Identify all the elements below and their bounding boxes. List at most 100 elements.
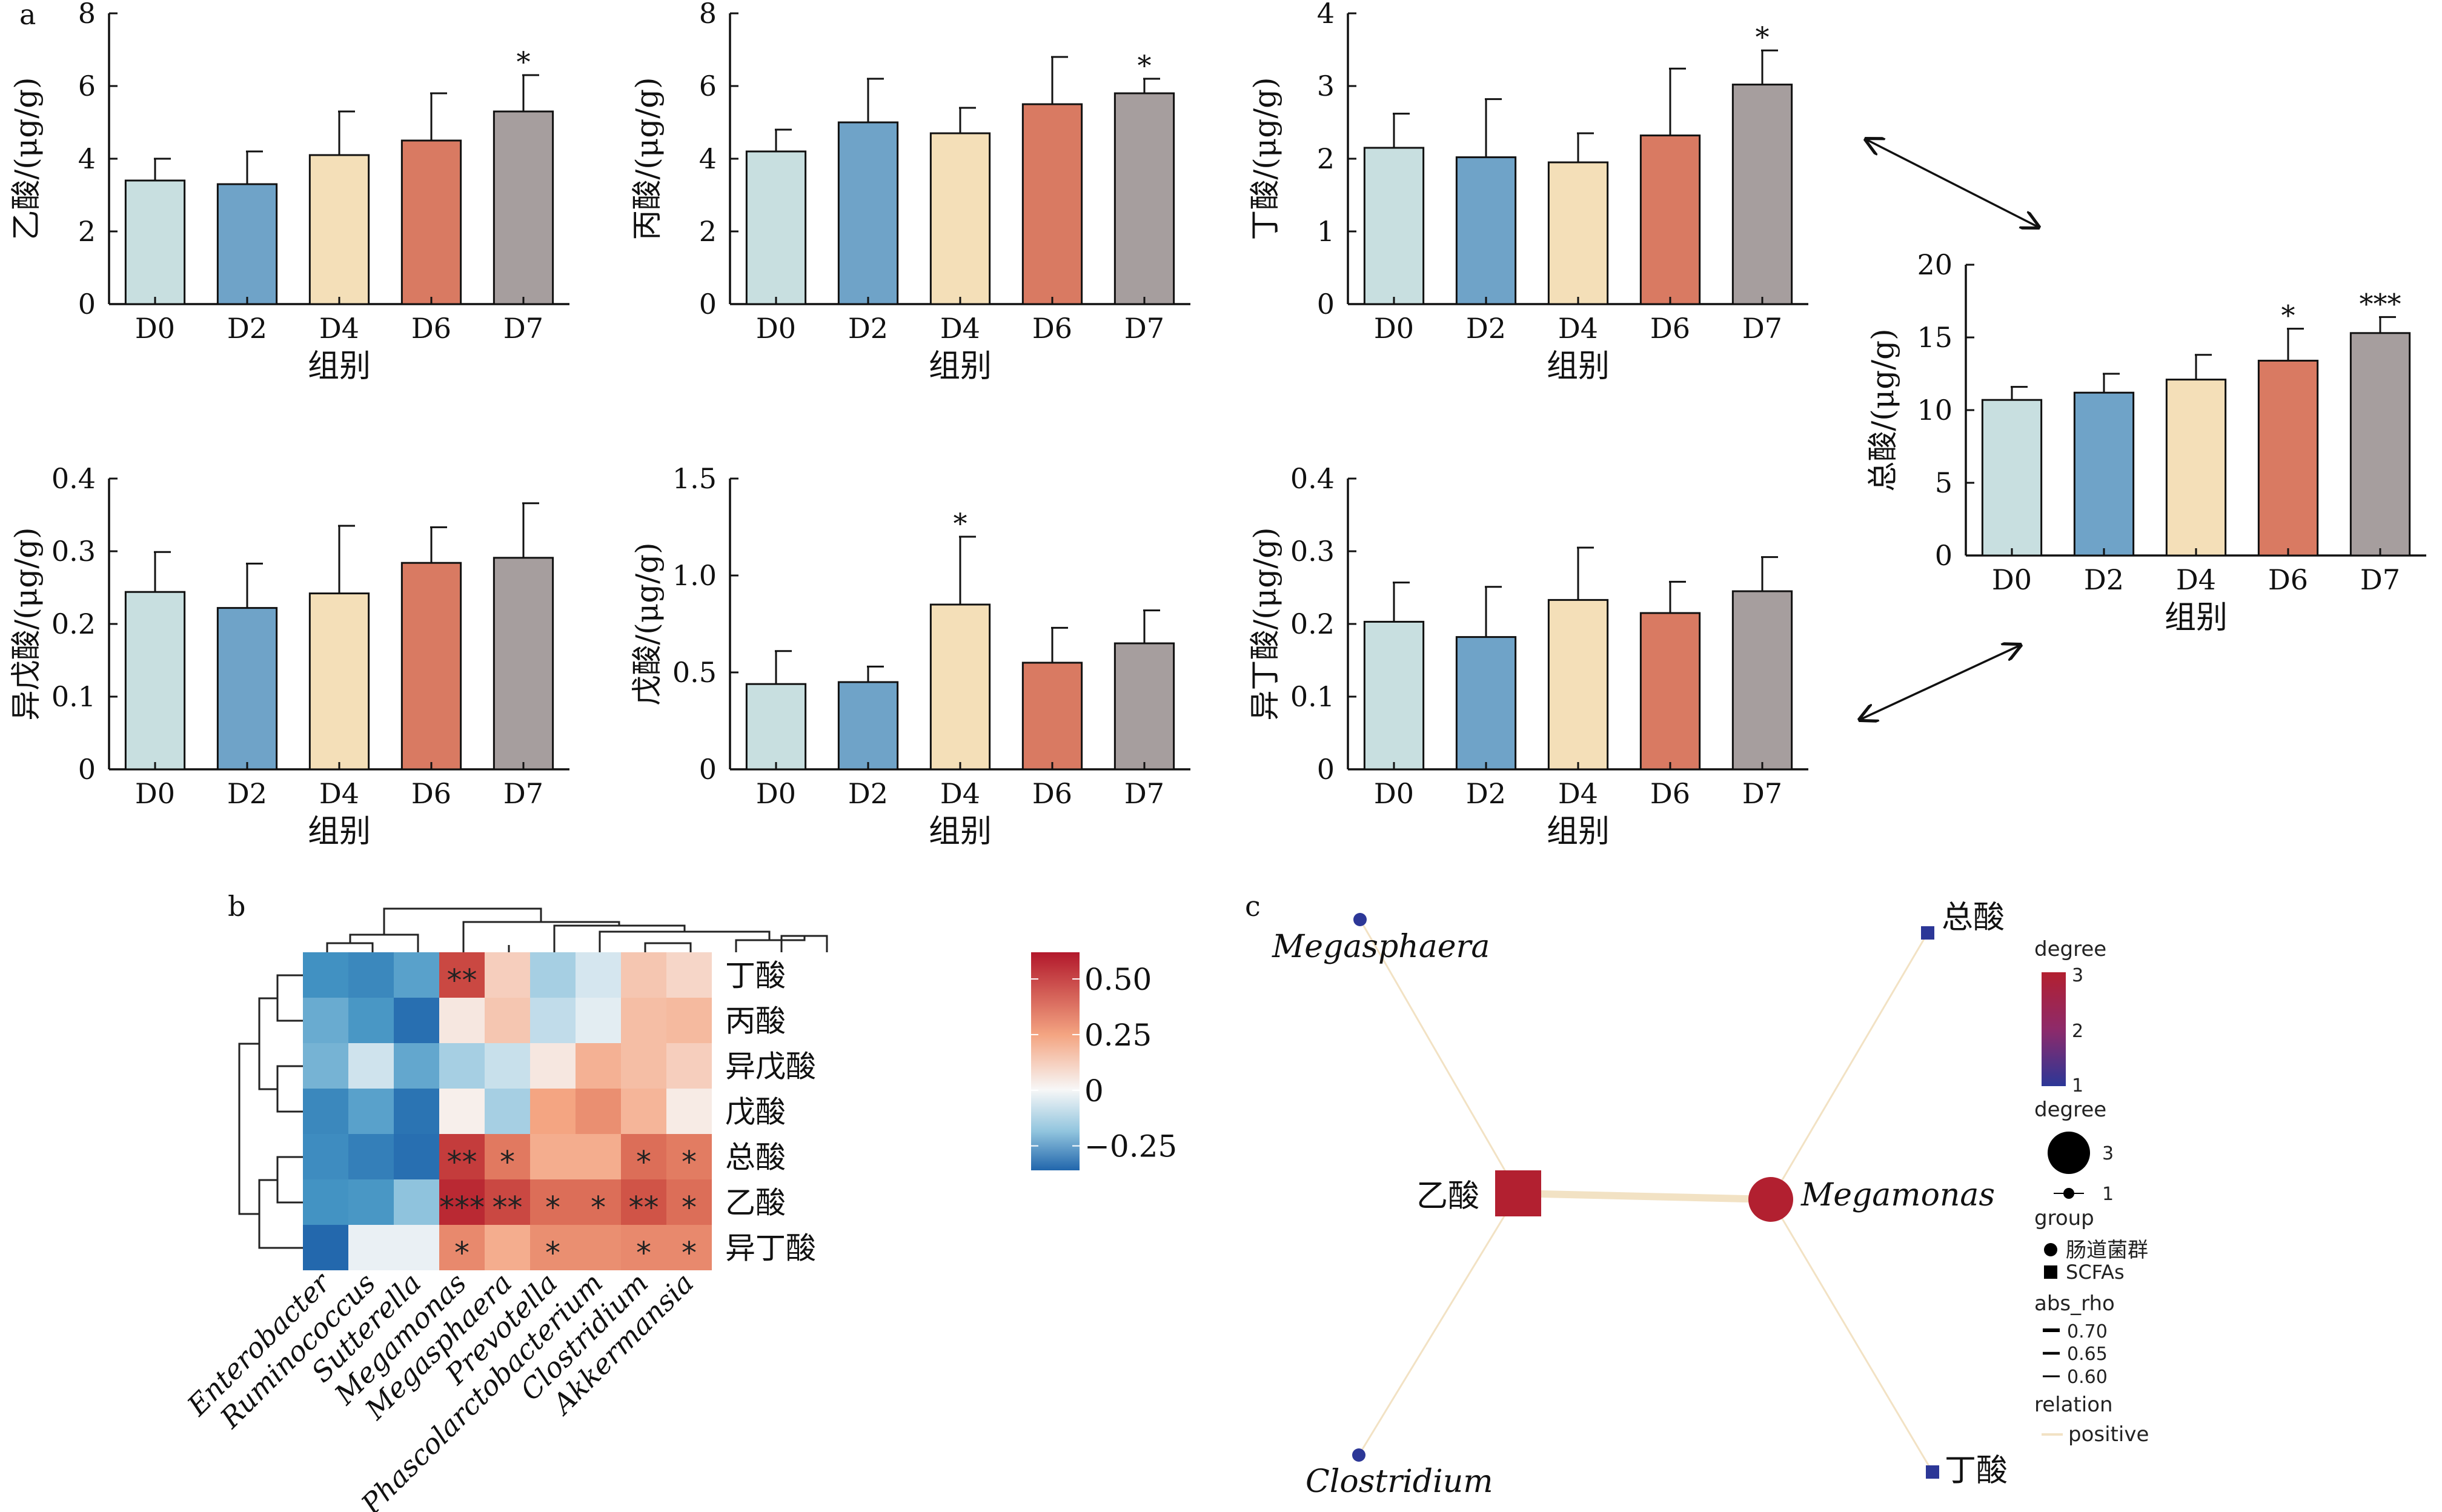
heatmap-cell [621, 1225, 666, 1270]
significance-star: ** [447, 1145, 477, 1180]
heatmap-cell [439, 952, 485, 998]
y-tick-label: 0 [1317, 753, 1335, 786]
x-tick-label: D6 [1032, 312, 1072, 345]
bar-D7 [493, 110, 554, 305]
rho-label-070: 0.70 [2067, 1321, 2108, 1342]
y-tick-label: 1.5 [672, 462, 717, 495]
group-marker-bacteria [2044, 1243, 2057, 1256]
heatmap-cell [485, 1179, 530, 1225]
legend-group-title: group [2034, 1206, 2094, 1230]
y-tick-label: 20 [1917, 248, 1953, 281]
heatmap-cell [576, 1225, 621, 1270]
propionic-acid-bar-chart: 0 2 4 6 8 D0 D2 D4 D6 D7 * 组别 丙酸/(μg/g) [629, 0, 1190, 385]
heatmap-cell [666, 1043, 712, 1089]
x-tick-label: D0 [1374, 777, 1414, 810]
heatmap-cell [666, 998, 712, 1043]
isovaleric-acid-bar-chart: 0 0.1 0.2 0.3 0.4 D0 D2 D4 D6 D7 组别 异戊酸/(μg/g) [8, 462, 569, 850]
bar-D0 [1363, 147, 1425, 305]
significance-star: * [636, 1236, 651, 1271]
heatmap-cell [621, 952, 666, 998]
y-tick-label: 0.4 [51, 462, 96, 495]
x-tick-label: D6 [411, 312, 451, 345]
bar-D2 [837, 121, 899, 305]
bar-D7 [1731, 590, 1793, 771]
y-tick-label: 2 [699, 215, 717, 248]
y-tick-label: 6 [78, 70, 96, 102]
heatmap-cell [530, 1089, 576, 1134]
degree-color-tick-1: 1 [2072, 1075, 2083, 1096]
heatmap-cell [530, 998, 576, 1043]
group-label-bacteria: 肠道菌群 [2066, 1238, 2148, 1262]
y-tick-label: 0 [699, 288, 717, 320]
bar-D7 [2349, 332, 2411, 557]
bar-D4 [308, 592, 370, 771]
x-axis-title: 组别 [1547, 814, 1610, 850]
y-tick-label: 4 [699, 142, 717, 175]
y-tick-label: 0.4 [1290, 462, 1335, 495]
heatmap-cell [348, 1179, 394, 1225]
heatmap-cell [576, 1089, 621, 1134]
x-tick-label: D7 [503, 777, 543, 810]
significance-mark: * [1756, 21, 1770, 53]
heatmap-cell [530, 1134, 576, 1179]
x-tick-label: D7 [1742, 777, 1782, 810]
heatmap-cell [303, 1179, 348, 1225]
heatmap-cell [303, 1225, 348, 1270]
bar-D7 [1113, 92, 1175, 305]
x-tick-label: D2 [2084, 563, 2124, 596]
x-tick-label: D7 [503, 312, 543, 345]
y-tick-label: 0 [78, 753, 96, 786]
x-tick-label: D7 [2360, 563, 2400, 596]
network-node [1353, 913, 1367, 926]
network-edge [1518, 1190, 1771, 1203]
heatmap-cell [394, 952, 439, 998]
heatmap-column-labels: EnterobacterRuminococcusSutterellaMegamo… [181, 1265, 700, 1512]
y-axis-title: 丁酸/(μg/g) [1247, 77, 1282, 240]
significance-star: * [454, 1236, 469, 1271]
y-axis-title: 戊酸/(μg/g) [629, 542, 665, 705]
heatmap-cell [530, 952, 576, 998]
heatmap-cell [485, 1043, 530, 1089]
degree-size-1-marker [2063, 1188, 2074, 1199]
heatmap-cell [576, 1134, 621, 1179]
heatmap-cell [348, 1225, 394, 1270]
network-node-label: 总酸 [1942, 900, 2005, 936]
network-node [1352, 1448, 1365, 1462]
bar-D0 [745, 150, 807, 305]
heatmap-cell [485, 1089, 530, 1134]
x-tick-label: D6 [1032, 777, 1072, 810]
colorbar-tick-label: −0.25 [1084, 1129, 1177, 1164]
heatmap-cell [485, 952, 530, 998]
bar-D2 [1455, 636, 1517, 771]
x-tick-label: D0 [135, 312, 175, 345]
heatmap-cell [666, 1089, 712, 1134]
y-tick-label: 0.2 [51, 608, 96, 640]
row-dendrogram [238, 974, 303, 1249]
significance-star: * [591, 1190, 606, 1225]
heatmap-cell [576, 1043, 621, 1089]
y-tick-label: 0.5 [672, 656, 717, 689]
butyric-acid-bar-chart: 0 1 2 3 4 D0 D2 D4 D6 D7 * 组别 丁酸/(μg/g) [1247, 0, 1808, 385]
colorbar-gradient [1031, 952, 1080, 1170]
heatmap-cell [576, 952, 621, 998]
bar-D6 [1021, 103, 1083, 305]
y-tick-label: 3 [1317, 70, 1335, 102]
arrow-butyric-to-total [1866, 139, 2039, 227]
legend-degree-color-title: degree [2034, 937, 2106, 961]
significance-mark: *** [2360, 287, 2401, 320]
significance-star: ** [447, 963, 477, 998]
significance-mark: * [1138, 49, 1152, 82]
group-label-scfas: SCFAs [2066, 1261, 2125, 1284]
network-node-label: Clostridium [1306, 1464, 1493, 1500]
degree-size-3-marker [2048, 1132, 2090, 1174]
heatmap-cell [439, 998, 485, 1043]
bar-D0 [124, 179, 186, 305]
heatmap-cell [439, 1089, 485, 1134]
x-tick-label: D2 [848, 312, 888, 345]
x-tick-label: D0 [1992, 563, 2032, 596]
x-tick-label: D0 [756, 777, 796, 810]
degree-color-tick-2: 2 [2072, 1021, 2083, 1042]
heatmap-cell [485, 1225, 530, 1270]
significance-star: ** [629, 1190, 659, 1225]
